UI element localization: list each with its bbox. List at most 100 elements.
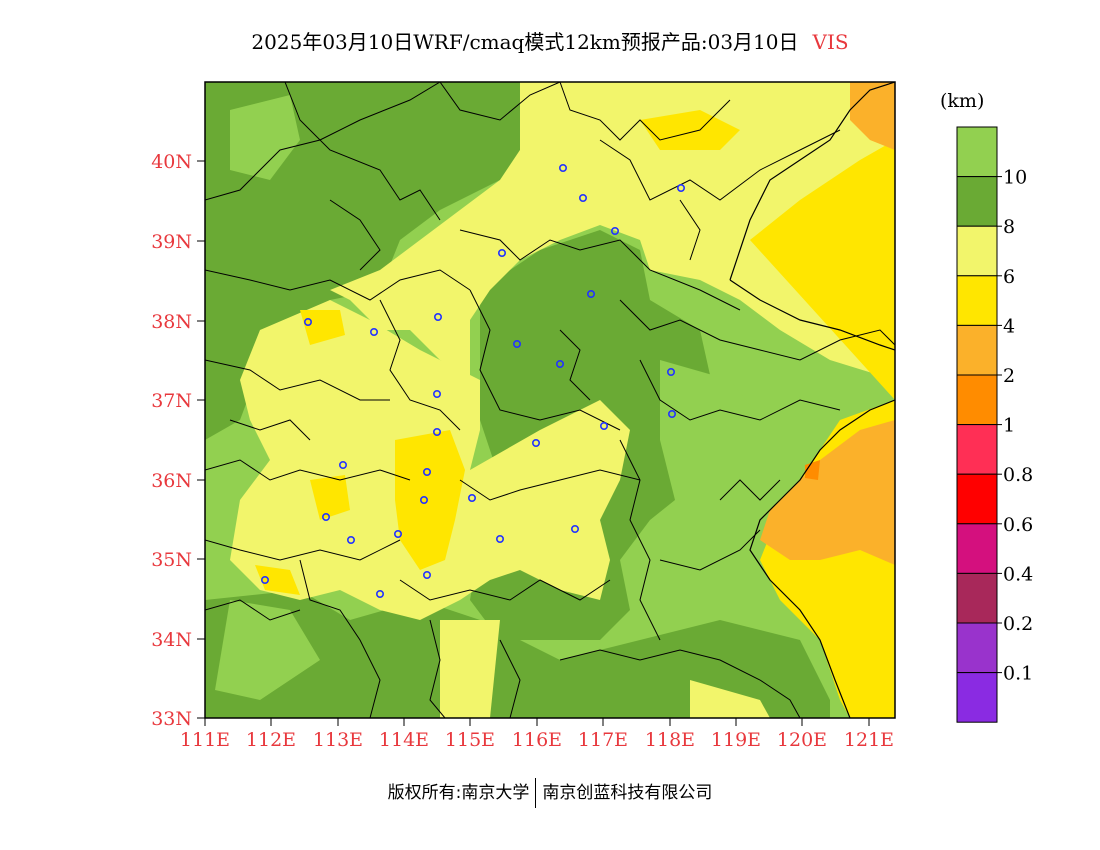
footer-right: 南京创蓝科技有限公司 <box>542 783 713 803</box>
colorbar-bin <box>956 473 998 525</box>
lon-label: 117E <box>578 729 628 751</box>
city-marker <box>531 438 540 447</box>
city-marker <box>666 367 675 376</box>
lon-label: 115E <box>445 729 495 751</box>
city-marker <box>432 389 441 398</box>
latitude-labels: 40N 39N 38N 37N 36N 35N 34N 33N <box>151 151 192 730</box>
map-title: 2025年03月10日WRF/cmaq模式12km预报产品:03月10日 VIS <box>0 26 1100 55</box>
lon-label: 118E <box>645 729 695 751</box>
lat-label: 34N <box>151 629 192 651</box>
city-marker <box>586 289 595 298</box>
field-dark-south <box>205 590 830 718</box>
colorbar-bin <box>956 424 998 475</box>
city-marker <box>555 359 564 368</box>
city-marker <box>369 327 378 336</box>
title-main: 2025年03月10日WRF/cmaq模式12km预报产品:03月10日 <box>251 30 799 54</box>
lon-label: 120E <box>777 729 827 751</box>
city-marker <box>321 512 330 521</box>
colorbar: 10 8 6 4 2 1 0.8 0.6 0.4 0.2 0.1 <box>956 126 1033 723</box>
city-marker <box>578 194 587 203</box>
province-boundaries <box>205 82 895 718</box>
lon-label: 121E <box>844 729 894 751</box>
city-marker <box>338 460 347 469</box>
city-marker <box>570 524 579 533</box>
colorbar-bin <box>956 523 998 574</box>
field-yellow-se <box>690 680 770 718</box>
city-marker <box>599 421 608 430</box>
city-marker <box>512 339 521 348</box>
lat-label: 38N <box>151 311 192 333</box>
visibility-field <box>205 82 895 718</box>
city-marker <box>676 184 685 193</box>
colorbar-bin <box>956 225 998 277</box>
colorbar-label: 0.6 <box>1003 514 1033 536</box>
city-marker <box>393 529 402 538</box>
colorbar-label: 0.1 <box>1003 663 1033 685</box>
lat-label: 39N <box>151 231 192 253</box>
field-gold-ne <box>750 140 895 320</box>
lat-label: 36N <box>151 470 192 492</box>
colorbar-label: 0.4 <box>1003 563 1033 585</box>
city-marker <box>610 227 619 236</box>
city-marker <box>346 535 355 544</box>
city-marker <box>375 589 384 598</box>
footer-left: 版权所有:南京大学 <box>387 783 530 803</box>
colorbar-label: 2 <box>1003 365 1015 387</box>
city-marker <box>432 427 441 436</box>
field-darkorange-coast <box>805 460 820 480</box>
lat-label: 40N <box>151 151 192 173</box>
colorbar-bin <box>956 176 998 227</box>
field-gold-nw <box>300 310 345 345</box>
lat-label: 35N <box>151 549 192 571</box>
field-gold-north <box>640 110 740 150</box>
coastline <box>729 82 895 718</box>
colorbar-unit: (km) <box>940 90 985 112</box>
lon-label: 111E <box>180 729 230 751</box>
colorbar-bin <box>956 622 998 674</box>
longitude-labels: 111E 112E 113E 114E 115E 116E 117E 118E … <box>180 729 894 751</box>
city-marker <box>558 164 567 173</box>
lon-label: 112E <box>246 729 296 751</box>
city-marker <box>422 570 431 579</box>
city-marker <box>495 534 504 543</box>
colorbar-bin <box>956 275 998 326</box>
city-marker <box>433 312 442 321</box>
colorbar-label: 6 <box>1003 266 1015 288</box>
footer-separator <box>535 778 537 808</box>
city-marker <box>467 493 476 502</box>
colorbar-bin <box>956 374 998 426</box>
field-light-east <box>660 360 770 560</box>
field-light-nw <box>230 95 300 180</box>
colorbar-label: 0.8 <box>1003 464 1033 486</box>
lon-label: 114E <box>379 729 429 751</box>
colorbar-bin <box>956 672 998 723</box>
colorbar-bin <box>956 324 998 376</box>
field-gold-central <box>395 430 465 570</box>
city-marker <box>260 575 269 584</box>
field-gold-sw <box>255 565 300 595</box>
field-dark-west <box>205 82 540 440</box>
lon-label: 113E <box>313 729 363 751</box>
field-yellow-north <box>330 82 895 380</box>
city-marker <box>497 249 506 258</box>
colorbar-bin <box>956 572 998 624</box>
title-variable: VIS <box>812 30 849 54</box>
field-light-sw <box>215 600 320 700</box>
lat-label: 37N <box>151 390 192 412</box>
colorbar-label: 0.2 <box>1003 613 1033 635</box>
colorbar-label: 1 <box>1003 415 1015 437</box>
axis-ticks <box>197 160 870 726</box>
lat-label: 33N <box>151 708 192 730</box>
field-gold-west <box>310 475 350 520</box>
colorbar-bin <box>956 126 998 178</box>
city-marker <box>303 317 312 326</box>
city-markers <box>260 164 685 598</box>
city-marker <box>419 495 428 504</box>
lon-label: 116E <box>512 729 562 751</box>
field-orange-coast <box>760 420 895 565</box>
colorbar-label: 8 <box>1003 216 1015 238</box>
city-marker <box>667 409 676 418</box>
city-marker <box>422 467 431 476</box>
copyright-footer: 版权所有:南京大学 南京创蓝科技有限公司 <box>0 778 1100 808</box>
